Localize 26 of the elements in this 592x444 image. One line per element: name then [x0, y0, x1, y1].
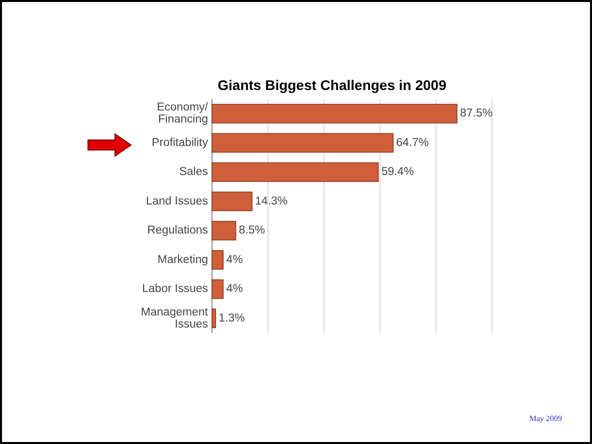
bar [212, 279, 224, 299]
y-tick-label: Marketing [158, 254, 208, 266]
bar [212, 192, 252, 212]
data-label: 1.3% [218, 312, 245, 324]
data-label: 87.5% [460, 108, 493, 120]
data-label: 64.7% [396, 136, 429, 149]
bar [212, 308, 216, 328]
text: May 2009 [529, 414, 562, 423]
data-label: 14.3% [255, 195, 288, 208]
data-label: 8.5% [238, 224, 266, 237]
data-label: 59.4% [381, 166, 414, 178]
bar [212, 104, 458, 124]
bar [212, 133, 394, 153]
y-tick-label: Regulations [147, 224, 208, 237]
y-tick-label: Sales [179, 166, 208, 178]
bar [212, 162, 379, 182]
bar [212, 250, 224, 270]
bar [212, 220, 236, 240]
y-tick-label: Economy/ Financing [156, 102, 209, 126]
y-tick-label: Land Issues [146, 195, 208, 208]
data-label: 4% [226, 254, 243, 266]
y-tick-label: Profitability [152, 136, 208, 149]
y-tick-label: Management Issues [140, 306, 209, 330]
chart-title: Giants Biggest Challenges in 2009 [218, 77, 447, 93]
y-tick-label: Labor Issues [142, 283, 208, 296]
data-label: 4% [226, 283, 243, 296]
